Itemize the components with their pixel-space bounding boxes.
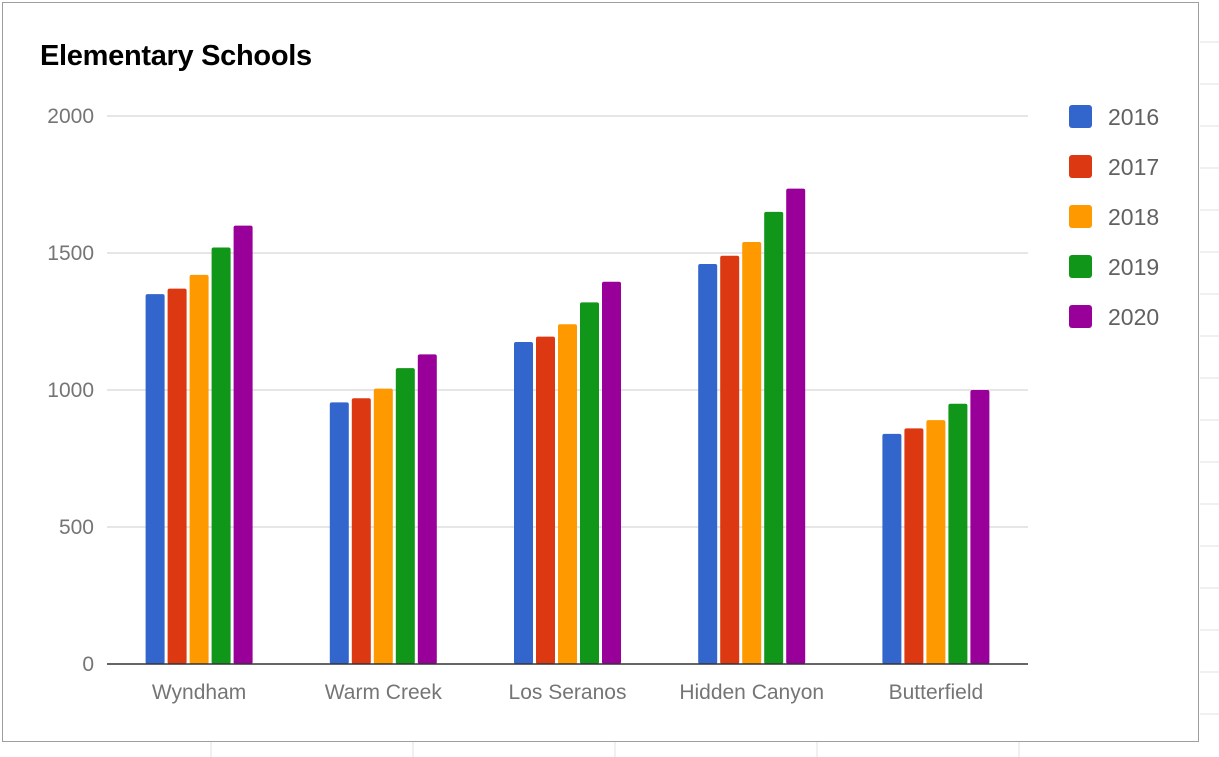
bar-2017-wyndham[interactable] [167,288,187,664]
x-tick-label: Hidden Canyon [679,681,824,704]
bar-2019-warm-creek[interactable] [395,368,415,664]
legend-label-2018[interactable]: 2018 [1108,204,1159,230]
bar-2019-hidden-canyon[interactable] [764,211,784,664]
bar-2016-wyndham[interactable] [145,294,165,664]
legend-label-2019[interactable]: 2019 [1108,254,1159,280]
bar-2016-butterfield[interactable] [882,433,902,664]
bar-2020-butterfield[interactable] [970,390,990,664]
x-tick-label: Wyndham [152,681,246,704]
legend-label-2016[interactable]: 2016 [1108,104,1159,130]
legend-swatch-2016 [1069,105,1092,128]
bars [145,188,990,665]
bar-2017-hidden-canyon[interactable] [720,255,740,665]
chart-title: Elementary Schools [40,40,312,72]
bar-2016-warm-creek[interactable] [329,402,349,664]
axes: 0 500 1000 1500 2000 Wyndham Warm Creek Los Ser… [47,105,1028,704]
y-tick-label: 0 [82,653,94,676]
legend-swatch-2020 [1069,305,1092,328]
bar-2016-los-seranos[interactable] [514,342,533,664]
bar-2018-butterfield[interactable] [926,420,946,664]
bar-2017-warm-creek[interactable] [351,398,371,664]
bar-2019-wyndham[interactable] [211,247,231,664]
legend-swatch-2018 [1069,205,1092,228]
x-tick-label: Warm Creek [325,681,443,704]
bar-2020-hidden-canyon[interactable] [786,188,806,665]
legend-label-2017[interactable]: 2017 [1108,154,1159,180]
legend-swatch-2017 [1069,155,1092,178]
bar-2020-wyndham[interactable] [233,225,253,664]
y-tick-label: 1000 [47,379,94,402]
bar-2018-los-seranos[interactable] [558,324,577,664]
bar-2020-warm-creek[interactable] [417,354,437,664]
bar-2018-hidden-canyon[interactable] [742,242,762,665]
bar-2019-los-seranos[interactable] [580,302,599,664]
bar-2017-butterfield[interactable] [904,428,924,664]
bar-2017-los-seranos[interactable] [536,336,555,664]
legend-swatch-2019 [1069,255,1092,278]
bar-2016-hidden-canyon[interactable] [698,263,718,664]
bar-2018-wyndham[interactable] [189,274,209,664]
y-tick-label: 500 [59,516,94,539]
x-tick-label: Butterfield [889,681,984,704]
legend-label-2020[interactable]: 2020 [1108,304,1159,330]
bar-2020-los-seranos[interactable] [602,281,621,664]
bar-2018-warm-creek[interactable] [373,388,393,664]
bar-2019-butterfield[interactable] [948,403,968,664]
x-tick-label: Los Seranos [509,681,627,704]
y-tick-label: 2000 [47,105,94,128]
y-tick-label: 1500 [47,242,94,265]
legend: 2016 2017 2018 2019 2020 [1069,104,1159,330]
